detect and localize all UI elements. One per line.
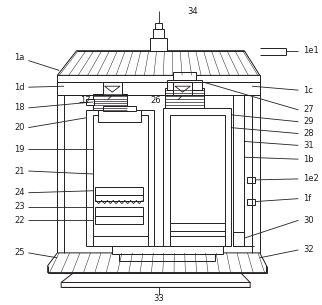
Bar bbox=[173, 72, 196, 80]
Text: 26: 26 bbox=[151, 95, 161, 105]
Bar bbox=[247, 177, 255, 183]
Text: 24: 24 bbox=[14, 188, 24, 197]
Polygon shape bbox=[48, 253, 267, 273]
Text: 21: 21 bbox=[14, 167, 24, 175]
Polygon shape bbox=[61, 273, 250, 287]
Polygon shape bbox=[175, 86, 190, 92]
Bar bbox=[170, 223, 225, 231]
Text: 1f: 1f bbox=[303, 194, 311, 203]
Text: 27: 27 bbox=[303, 105, 314, 114]
Text: 1b: 1b bbox=[303, 155, 314, 164]
Text: 1a: 1a bbox=[14, 53, 24, 62]
Text: 1e1: 1e1 bbox=[303, 46, 319, 55]
Text: 34: 34 bbox=[187, 7, 198, 16]
Bar bbox=[57, 82, 260, 95]
Text: 25: 25 bbox=[14, 248, 24, 257]
Bar bbox=[173, 82, 192, 95]
Bar bbox=[95, 216, 143, 224]
Text: 23: 23 bbox=[14, 202, 24, 211]
Bar bbox=[95, 187, 143, 195]
Bar bbox=[103, 82, 122, 95]
Bar bbox=[95, 206, 143, 216]
Text: 29: 29 bbox=[303, 117, 314, 126]
Text: 1d: 1d bbox=[14, 83, 24, 92]
Text: 17: 17 bbox=[80, 95, 91, 105]
Text: 20: 20 bbox=[14, 123, 24, 132]
Bar bbox=[93, 236, 148, 246]
Bar bbox=[165, 88, 204, 108]
Bar bbox=[98, 110, 141, 122]
Polygon shape bbox=[105, 86, 120, 92]
Text: 33: 33 bbox=[153, 294, 164, 303]
Bar bbox=[153, 29, 164, 38]
Bar bbox=[155, 23, 162, 29]
Text: 28: 28 bbox=[303, 129, 314, 138]
Text: 1c: 1c bbox=[303, 86, 313, 95]
Bar bbox=[93, 115, 148, 240]
Text: 22: 22 bbox=[14, 216, 24, 225]
Bar bbox=[93, 94, 127, 110]
Text: 19: 19 bbox=[14, 145, 24, 154]
Text: 31: 31 bbox=[303, 141, 314, 150]
Text: 30: 30 bbox=[303, 216, 314, 225]
Bar bbox=[233, 232, 244, 246]
Bar bbox=[170, 115, 225, 240]
Bar bbox=[170, 236, 225, 246]
Bar bbox=[86, 110, 154, 246]
Bar bbox=[112, 246, 223, 254]
Bar bbox=[103, 106, 136, 111]
Text: 32: 32 bbox=[303, 246, 314, 254]
Bar bbox=[163, 108, 231, 246]
Polygon shape bbox=[57, 51, 260, 75]
Text: 1e2: 1e2 bbox=[303, 174, 319, 183]
Text: 18: 18 bbox=[14, 103, 24, 113]
Bar bbox=[86, 99, 94, 105]
Bar bbox=[119, 254, 215, 261]
Bar bbox=[57, 75, 260, 253]
Bar bbox=[167, 80, 202, 90]
Bar bbox=[150, 38, 167, 51]
Bar bbox=[247, 199, 255, 205]
Bar bbox=[95, 195, 143, 201]
